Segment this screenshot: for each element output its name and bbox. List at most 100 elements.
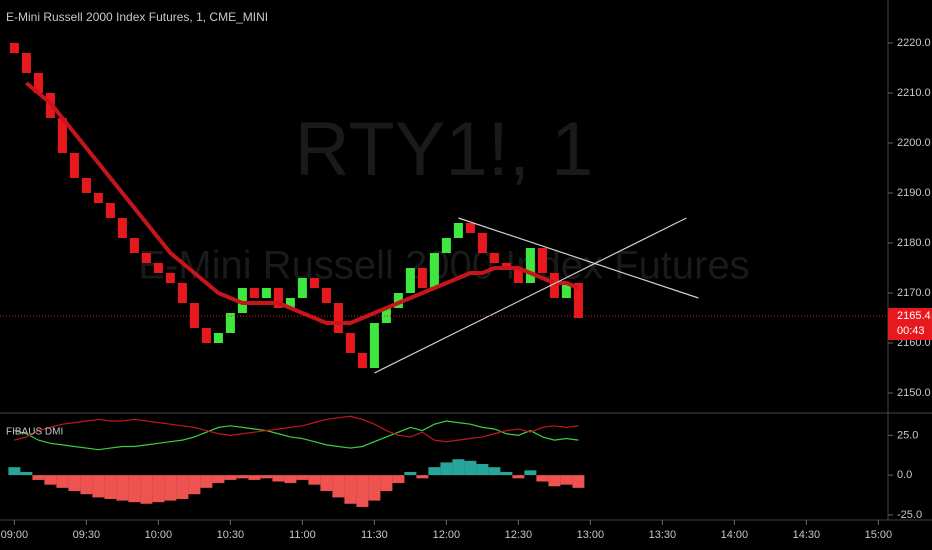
x-tick-label: 14:30 [793, 529, 821, 541]
candle [501, 263, 511, 268]
candle [129, 238, 139, 253]
candle [273, 288, 283, 308]
x-tick-label: 15:00 [865, 529, 893, 541]
candle [213, 333, 223, 343]
candle [237, 288, 247, 313]
dmi-line [14, 420, 579, 451]
histogram-bar [500, 471, 513, 476]
histogram-bar [44, 475, 57, 485]
countdown-label: 00:43 [897, 325, 925, 337]
x-tick-label: 10:00 [145, 529, 173, 541]
candle [453, 223, 463, 238]
y-tick-label: 2190.0 [897, 187, 931, 199]
candle [369, 323, 379, 368]
plot-layer [0, 43, 888, 507]
candle [561, 283, 571, 298]
candle [177, 283, 187, 303]
histogram-bar [320, 475, 333, 492]
histogram-bar [260, 475, 273, 479]
histogram-bar [284, 475, 297, 484]
watermark-symbol: RTY1!, 1 [295, 107, 594, 192]
candle [249, 288, 259, 298]
histogram-bar [380, 475, 393, 492]
histogram-bar [32, 475, 45, 480]
histogram-bar [56, 475, 69, 488]
histogram-bar [80, 475, 93, 495]
candle [321, 288, 331, 303]
y-tick-label: -25.0 [897, 509, 922, 521]
histogram-bar [572, 475, 585, 488]
candle [21, 53, 31, 73]
candle [513, 268, 523, 283]
y-tick-label: 2220.0 [897, 37, 931, 49]
moving-average [25, 81, 580, 325]
y-tick-label: 2170.0 [897, 287, 931, 299]
candle [165, 273, 175, 283]
candle [537, 248, 547, 273]
last-price-label: 2165.4 [897, 310, 931, 322]
candle [57, 118, 67, 153]
x-tick-label: 09:00 [1, 529, 29, 541]
histogram-bar [248, 475, 261, 480]
histogram-bar [536, 475, 549, 482]
histogram-bar [548, 475, 561, 487]
histogram-bar [464, 460, 477, 476]
indicator-title: FIBAUS DMI [6, 427, 63, 438]
x-tick-label: 14:00 [721, 529, 749, 541]
candle [153, 263, 163, 273]
candle [93, 193, 103, 203]
x-tick-label: 13:30 [649, 529, 677, 541]
histogram-bar [296, 475, 309, 480]
candle [285, 298, 295, 308]
last-price-box [888, 308, 932, 340]
histogram-bar [356, 475, 369, 507]
x-tick-label: 12:00 [433, 529, 461, 541]
histogram-bar [440, 462, 453, 476]
candle [573, 283, 583, 318]
candle [417, 268, 427, 288]
x-tick-label: 10:30 [217, 529, 245, 541]
candle [441, 238, 451, 253]
candle [345, 333, 355, 353]
candle [117, 218, 127, 238]
candle [105, 203, 115, 218]
candle [225, 313, 235, 333]
candle [297, 278, 307, 298]
y-tick-label: 25.0 [897, 429, 918, 441]
histogram-bar [416, 475, 429, 479]
histogram-bar [164, 475, 177, 501]
candle [489, 253, 499, 263]
candle [189, 303, 199, 328]
candle [69, 153, 79, 178]
histogram-bar [116, 475, 129, 501]
histogram-bar [332, 475, 345, 498]
histogram-bar [452, 459, 465, 476]
x-tick-label: 12:30 [505, 529, 533, 541]
histogram-bar [344, 475, 357, 504]
candle [405, 268, 415, 293]
histogram-bar [176, 475, 189, 499]
candle [393, 293, 403, 308]
histogram-bar [272, 475, 285, 482]
histogram-bar [428, 467, 441, 476]
y-tick-label: 2150.0 [897, 387, 931, 399]
histogram-bar [524, 470, 537, 476]
histogram-bar [488, 467, 501, 476]
histogram-bar [68, 475, 81, 492]
histogram-bar [188, 475, 201, 495]
candle [333, 303, 343, 333]
candle [309, 278, 319, 288]
histogram-bar [104, 475, 117, 499]
y-tick-label: 2200.0 [897, 137, 931, 149]
histogram-bar [560, 475, 573, 485]
histogram-bar [140, 475, 153, 504]
histogram-bar [476, 463, 489, 476]
x-tick-label: 13:00 [577, 529, 605, 541]
histogram-bar [212, 475, 225, 484]
histogram-bar [128, 475, 141, 503]
chart-title: E-Mini Russell 2000 Index Futures, 1, CM… [6, 10, 268, 24]
x-tick-label: 11:30 [361, 529, 388, 541]
y-tick-label: 0.0 [897, 469, 912, 481]
histogram-bar [152, 475, 165, 503]
